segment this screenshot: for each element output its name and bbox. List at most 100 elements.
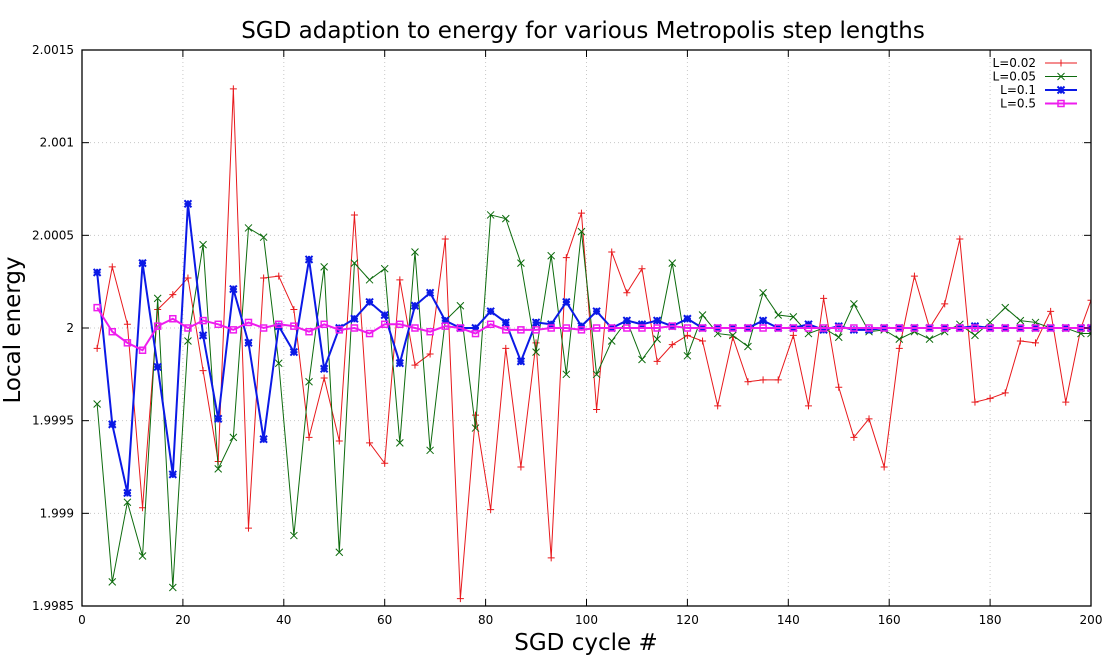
data-point: [411, 248, 419, 256]
data-point: [910, 324, 919, 332]
data-point: [108, 578, 117, 586]
data-point: [380, 310, 389, 320]
data-point: [699, 337, 707, 345]
data-point: [123, 498, 132, 507]
data-point: [623, 324, 631, 332]
x-tick-label: 120: [676, 613, 699, 627]
data-point: [728, 331, 737, 340]
data-point: [910, 272, 918, 280]
data-point: [275, 320, 283, 329]
data-point: [577, 209, 585, 217]
data-point: [789, 331, 797, 339]
data-point: [395, 359, 405, 368]
data-point: [335, 437, 343, 445]
data-point: [970, 321, 980, 331]
data-point: [895, 344, 903, 352]
data-point: [759, 324, 767, 332]
data-point: [653, 357, 661, 365]
data-point: [395, 439, 404, 447]
data-point: [850, 324, 858, 332]
data-point: [366, 439, 374, 447]
legend: L=0.02L=0.05L=0.1L=0.5: [993, 56, 1077, 111]
data-point: [350, 314, 359, 323]
data-point: [698, 311, 707, 319]
data-point: [638, 265, 646, 273]
data-point: [244, 224, 253, 232]
x-tick-label: 0: [78, 613, 86, 627]
data-point: [214, 414, 223, 424]
data-point: [758, 316, 768, 325]
data-point: [501, 318, 510, 327]
data-point: [683, 331, 691, 339]
chart-title: SGD adaption to energy for various Metro…: [241, 18, 925, 44]
data-point: [198, 331, 208, 340]
data-point: [607, 337, 616, 345]
data-point: [93, 303, 101, 312]
data-point: [381, 459, 389, 467]
data-point: [517, 326, 525, 334]
data-point: [940, 324, 949, 332]
x-tick-label: 160: [878, 613, 901, 627]
data-point: [456, 301, 465, 310]
data-point: [471, 323, 480, 333]
data-point: [410, 301, 420, 310]
legend-item: L=0.5: [1000, 97, 1077, 111]
data-point: [925, 324, 934, 332]
data-point: [547, 251, 556, 260]
data-point: [471, 329, 480, 338]
data-point: [638, 355, 646, 364]
data-point: [486, 211, 495, 219]
data-point: [350, 259, 359, 267]
data-point: [290, 531, 298, 540]
data-point: [259, 233, 268, 242]
data-point: [774, 376, 782, 384]
x-tick-label: 60: [377, 613, 392, 627]
data-point: [425, 288, 435, 297]
data-point: [956, 324, 964, 332]
data-point: [834, 333, 843, 342]
data-point: [199, 240, 207, 249]
data-point: [169, 291, 177, 299]
data-point: [486, 320, 495, 329]
data-point: [214, 464, 223, 473]
data-point: [108, 263, 116, 271]
data-point: [547, 324, 555, 332]
data-point: [335, 548, 344, 557]
data-point: [411, 361, 419, 369]
series-line: [96, 307, 1091, 352]
data-point: [168, 583, 177, 592]
data-point: [320, 320, 328, 329]
legend-label: L=0.5: [1000, 97, 1036, 111]
data-point: [153, 294, 162, 303]
data-point: [562, 254, 570, 262]
data-point: [668, 322, 677, 330]
legend-marker: [1057, 99, 1065, 108]
data-point: [304, 255, 314, 264]
data-point: [744, 324, 752, 332]
data-point: [849, 325, 859, 335]
legend-label: L=0.05: [993, 70, 1036, 84]
data-point: [380, 264, 389, 273]
data-point: [183, 199, 193, 209]
data-point: [744, 342, 752, 351]
data-point: [607, 324, 616, 332]
data-point: [850, 433, 858, 441]
data-point: [608, 248, 616, 256]
data-point: [562, 370, 571, 379]
data-point: [305, 327, 313, 336]
data-point: [1087, 296, 1091, 304]
data-point: [92, 268, 102, 277]
series-layer: [92, 85, 1091, 603]
data-point: [229, 284, 238, 294]
data-point: [1016, 316, 1025, 325]
data-point: [305, 433, 313, 441]
legend-label: L=0.02: [993, 56, 1036, 70]
y-tick-label: 2: [66, 321, 74, 335]
data-point: [774, 324, 782, 332]
data-point: [229, 85, 237, 93]
data-point: [1077, 324, 1085, 332]
data-point: [138, 258, 147, 268]
data-point: [229, 326, 238, 334]
data-point: [259, 434, 268, 444]
